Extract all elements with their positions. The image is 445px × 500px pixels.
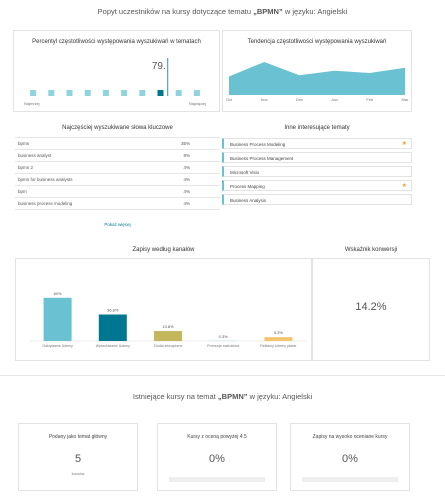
card-value: 5 — [74, 453, 82, 465]
x-tick-label: Oct — [226, 97, 233, 102]
bar — [154, 331, 182, 341]
keyword-row: business analyst 8% — [15, 150, 220, 162]
x-tick-label: Wyszukiwanie Udemy — [96, 344, 130, 348]
keyword-share: 4% — [183, 177, 190, 182]
title-text: Istniejące kursy na temat — [132, 392, 218, 401]
stat-card: Zapisy na wysoko oceniane kursy 0% — [290, 423, 410, 491]
panel-title: Inne interesujące tematy — [284, 125, 350, 131]
percentile-step — [193, 90, 200, 96]
title-text: w języku: Angielski — [247, 392, 313, 401]
x-tick-label: Dec — [296, 97, 303, 102]
title-topic: „BPMN” — [217, 392, 248, 401]
x-tick-label: Promocje instruktora — [207, 344, 239, 348]
card-title: Kursy z oceną powyżej 4.5 — [187, 434, 247, 440]
percentile-step — [102, 90, 109, 96]
keyword: bpmn — [18, 141, 30, 146]
percentile-step — [139, 90, 146, 96]
percentile-step — [157, 90, 164, 96]
value-label: 60% — [54, 291, 62, 296]
keyword-share: 4% — [183, 201, 190, 206]
trend-panel: Tendencja częstotliwości występowania wy… — [222, 30, 412, 112]
keyword-share: 35% — [180, 141, 190, 146]
keyword-row: bpm 4% — [15, 186, 220, 198]
x-tick-label: Reklamy Udemy płatne — [260, 344, 296, 348]
channels-chart: 60% Odkrywanie Udemy 36.8% Wyszukiwanie Ude… — [30, 291, 306, 348]
star-icon: ★ — [401, 183, 407, 189]
percentile-step — [84, 90, 91, 96]
keyword-table: bpmn 35% business analyst 8% bpmn 2 4% bpmn fo… — [15, 137, 220, 210]
progress-bar — [302, 477, 398, 482]
value-label: 0.3% — [219, 334, 229, 339]
x-tick-label: Mar — [402, 97, 410, 102]
keywords-panel: Najczęściej wyszukiwane słowa kluczowe b… — [15, 125, 220, 230]
keyword-row: business process modeling 4% — [15, 198, 220, 210]
trend-chart: Oct Nov Dec Jan Feb Mar — [226, 62, 410, 102]
section-title: Istniejące kursy na temat „BPMN” w język… — [0, 392, 445, 401]
x-tick-label: Nov — [261, 97, 268, 102]
topic-item[interactable]: Business Process Management — [222, 152, 412, 163]
stat-card: Podany jako temat główny 5 kursów — [18, 423, 138, 491]
bar — [264, 337, 293, 341]
topics-panel: Inne interesujące tematy Business Proces… — [222, 125, 412, 230]
panel-title: Zapisy według kanałów — [132, 247, 195, 253]
value-label: 5.3% — [274, 330, 284, 335]
x-tick-label: Feb — [366, 97, 374, 102]
percentile-step — [30, 90, 37, 96]
channels-panel: Zapisy według kanałów 60% Odkrywanie Udem… — [15, 247, 312, 361]
x-tick-label: Odkrywanie Udemy — [42, 344, 73, 348]
conversion-panel: Wskaźnik konwersji 14.2% — [312, 247, 430, 361]
topic-item[interactable]: Process Mapping ★ — [222, 180, 412, 191]
panel-title: Percentyl częstotliwości występowania wy… — [32, 39, 201, 45]
card-unit: kursów — [71, 471, 85, 476]
title-text: w języku: Angielski — [282, 7, 348, 16]
x-tick-label: Źródła zewnętrzne — [154, 343, 183, 348]
value-label: 36.8% — [107, 308, 119, 313]
conversion-value: 14.2% — [355, 301, 387, 313]
keyword-share: 8% — [183, 153, 190, 158]
star-icon: ★ — [401, 141, 407, 147]
panel-title: Wskaźnik konwersji — [344, 247, 398, 253]
card-title: Zapisy na wysoko oceniane kursy — [312, 434, 388, 440]
bar — [98, 314, 127, 341]
high-label: Najwięcej — [189, 101, 206, 106]
keyword: business process modeling — [18, 201, 73, 206]
keyword-row: bpmn for business analysts 4% — [15, 174, 220, 186]
keyword: bpmn for business analysts — [18, 177, 73, 182]
stat-card: Kursy z oceną powyżej 4.5 0% — [157, 423, 277, 491]
keyword-row: bpmn 35% — [15, 138, 220, 150]
keyword-row: bpmn 2 4% — [15, 162, 220, 174]
divider — [0, 375, 445, 376]
card-value: 0% — [342, 453, 358, 465]
keyword: bpmn 2 — [18, 165, 34, 170]
keyword: bpm — [18, 189, 27, 194]
keyword-share: 4% — [183, 165, 190, 170]
card-value: 0% — [209, 453, 225, 465]
percentile-step — [66, 90, 73, 96]
keyword-share: 4% — [183, 189, 190, 194]
percentile-label: 79. — [152, 61, 166, 72]
panel-title: Najczęściej wyszukiwane słowa kluczowe — [62, 125, 173, 131]
percentile-chart: 79. Najmniej Najwięcej — [24, 58, 206, 106]
show-more-link[interactable]: Pokaż więcej — [104, 222, 131, 227]
percentile-panel: Percentyl częstotliwości występowania wy… — [13, 30, 220, 112]
topic-item[interactable]: Business Analysis — [222, 194, 412, 205]
panel-title: Tendencja częstotliwości występowania wy… — [247, 39, 387, 45]
x-tick-label: Jan — [331, 97, 337, 102]
progress-bar — [169, 477, 265, 482]
card-title: Podany jako temat główny — [48, 434, 108, 440]
title-topic: „BPMN” — [253, 7, 283, 16]
percentile-step — [121, 90, 128, 96]
keyword: business analyst — [18, 153, 52, 158]
bar — [43, 297, 72, 341]
percentile-step — [48, 90, 55, 96]
topic-item[interactable]: Business Process Modeling ★ — [222, 138, 412, 149]
title-text: Popyt uczestników na kursy dotyczące tem… — [97, 7, 254, 16]
value-label: 13.8% — [162, 324, 174, 329]
low-label: Najmniej — [24, 101, 40, 106]
page-title: Popyt uczestników na kursy dotyczące tem… — [0, 7, 445, 16]
topic-item[interactable]: Microsoft Visio — [222, 166, 412, 177]
percentile-step — [175, 90, 182, 96]
trend-area — [229, 62, 405, 95]
